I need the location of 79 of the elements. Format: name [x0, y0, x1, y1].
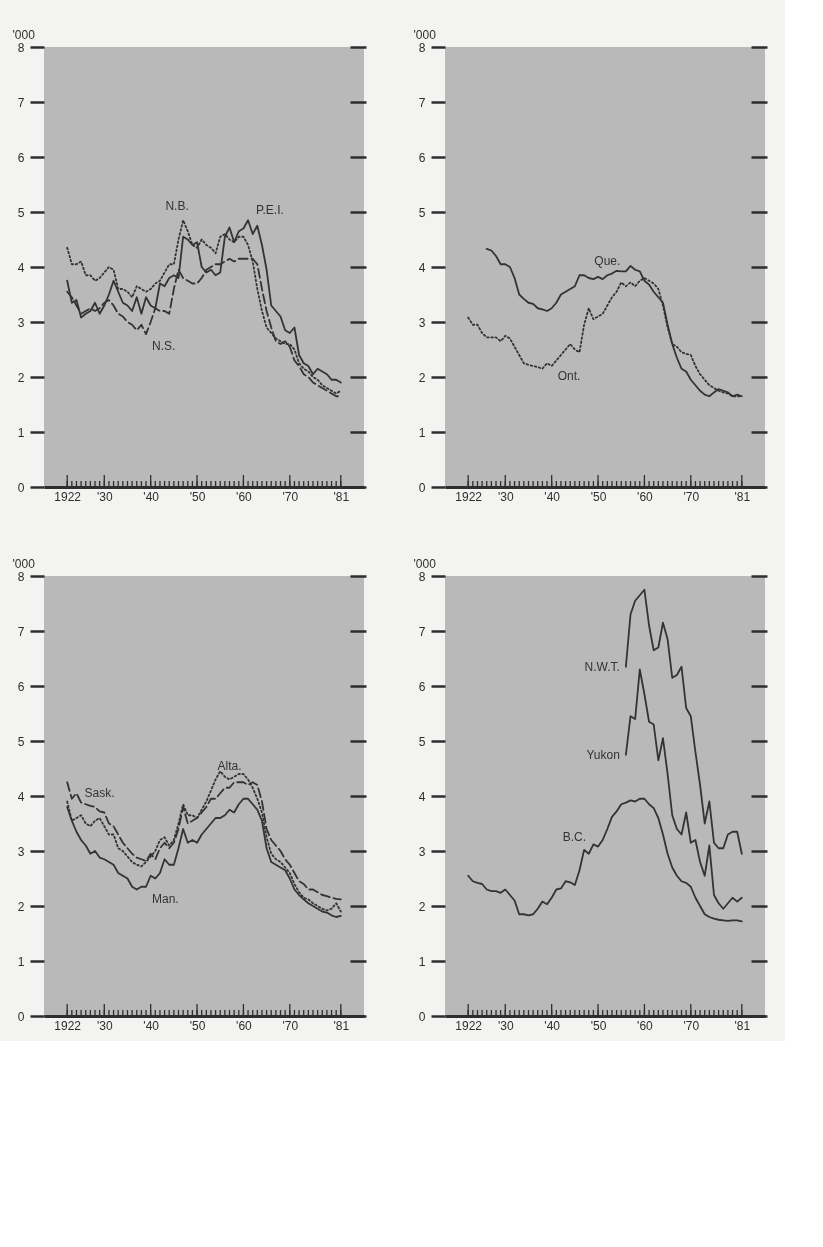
y-tick-label: 6 — [17, 150, 25, 165]
x-tick-label: '81 — [734, 489, 751, 504]
y-tick-label: 1 — [17, 425, 25, 440]
y-tick-label: 5 — [17, 205, 25, 220]
x-tick-label: '60 — [236, 1018, 253, 1033]
y-tick-label: 3 — [17, 315, 25, 330]
y-tick-label: 0 — [17, 1009, 25, 1024]
y-tick-label: 0 — [418, 480, 426, 495]
x-tick-label: '70 — [683, 1018, 700, 1033]
x-tick-label: '70 — [683, 489, 700, 504]
y-tick-label: 4 — [17, 789, 25, 804]
x-tick-label: '81 — [734, 1018, 751, 1033]
x-tick-label: 1922 — [54, 489, 82, 504]
y-tick-label: 2 — [418, 370, 426, 385]
y-tick-label: 4 — [418, 789, 426, 804]
x-tick-label: '30 — [96, 489, 113, 504]
series-label: N.B. — [165, 199, 189, 214]
y-axis-title: '000 — [413, 27, 437, 42]
series-label: N.S. — [152, 339, 176, 354]
series-label: Sask. — [84, 786, 115, 801]
x-tick-label: '30 — [96, 1018, 113, 1033]
y-tick-label: 4 — [17, 260, 25, 275]
series-label: Que. — [594, 254, 621, 269]
series-label: B.C. — [562, 829, 587, 844]
x-tick-label: '50 — [189, 1018, 206, 1033]
y-tick-label: 6 — [418, 679, 426, 694]
y-tick-label: 5 — [17, 734, 25, 749]
y-axis-title: '000 — [12, 27, 36, 42]
series-label: Ont. — [557, 369, 581, 383]
y-tick-label: 0 — [17, 480, 25, 495]
x-tick-label: '40 — [544, 1018, 561, 1033]
y-tick-label: 2 — [17, 899, 25, 914]
x-tick-label: '30 — [497, 1018, 514, 1033]
y-tick-label: 8 — [418, 569, 426, 584]
y-tick-label: 7 — [17, 624, 25, 639]
x-tick-label: 1922 — [455, 489, 483, 504]
y-tick-label: 0 — [418, 1009, 426, 1024]
x-tick-label: '50 — [189, 489, 206, 504]
y-tick-label: 8 — [418, 40, 426, 55]
series-label: Alta. — [217, 758, 242, 773]
x-tick-label: '70 — [282, 489, 299, 504]
y-tick-label: 7 — [17, 95, 25, 110]
y-tick-label: 1 — [418, 954, 426, 969]
x-tick-label: '60 — [236, 489, 253, 504]
series-label: N.W.T. — [584, 659, 620, 674]
y-tick-label: 1 — [17, 954, 25, 969]
y-tick-label: 7 — [418, 95, 426, 110]
x-tick-label: '81 — [333, 489, 350, 504]
x-tick-label: '40 — [544, 489, 561, 504]
y-tick-label: 6 — [418, 150, 426, 165]
y-tick-label: 5 — [418, 205, 426, 220]
y-tick-label: 8 — [17, 569, 25, 584]
series-label: Yukon — [586, 747, 620, 762]
x-tick-label: '50 — [590, 1018, 607, 1033]
y-axis-title: '000 — [12, 556, 36, 571]
y-tick-label: 4 — [418, 260, 426, 275]
y-tick-label: 2 — [418, 899, 426, 914]
y-tick-label: 2 — [17, 370, 25, 385]
x-tick-label: '40 — [143, 489, 160, 504]
x-tick-label: '40 — [143, 1018, 160, 1033]
x-tick-label: '30 — [497, 489, 514, 504]
x-tick-label: 1922 — [455, 1018, 483, 1033]
x-tick-label: '70 — [282, 1018, 299, 1033]
y-tick-label: 3 — [418, 844, 426, 859]
y-tick-label: 7 — [418, 624, 426, 639]
y-tick-label: 3 — [418, 315, 426, 330]
y-tick-label: 1 — [418, 425, 426, 440]
y-tick-label: 5 — [418, 734, 426, 749]
y-tick-label: 3 — [17, 844, 25, 859]
series-label: P.E.I. — [256, 203, 284, 218]
x-tick-label: '60 — [637, 1018, 654, 1033]
series-label: Man. — [152, 891, 179, 906]
y-tick-label: 8 — [17, 40, 25, 55]
x-tick-label: '60 — [637, 489, 654, 504]
y-axis-title: '000 — [413, 556, 437, 571]
x-tick-label: '50 — [590, 489, 607, 504]
x-tick-label: '81 — [333, 1018, 350, 1033]
y-tick-label: 6 — [17, 679, 25, 694]
x-tick-label: 1922 — [54, 1018, 82, 1033]
